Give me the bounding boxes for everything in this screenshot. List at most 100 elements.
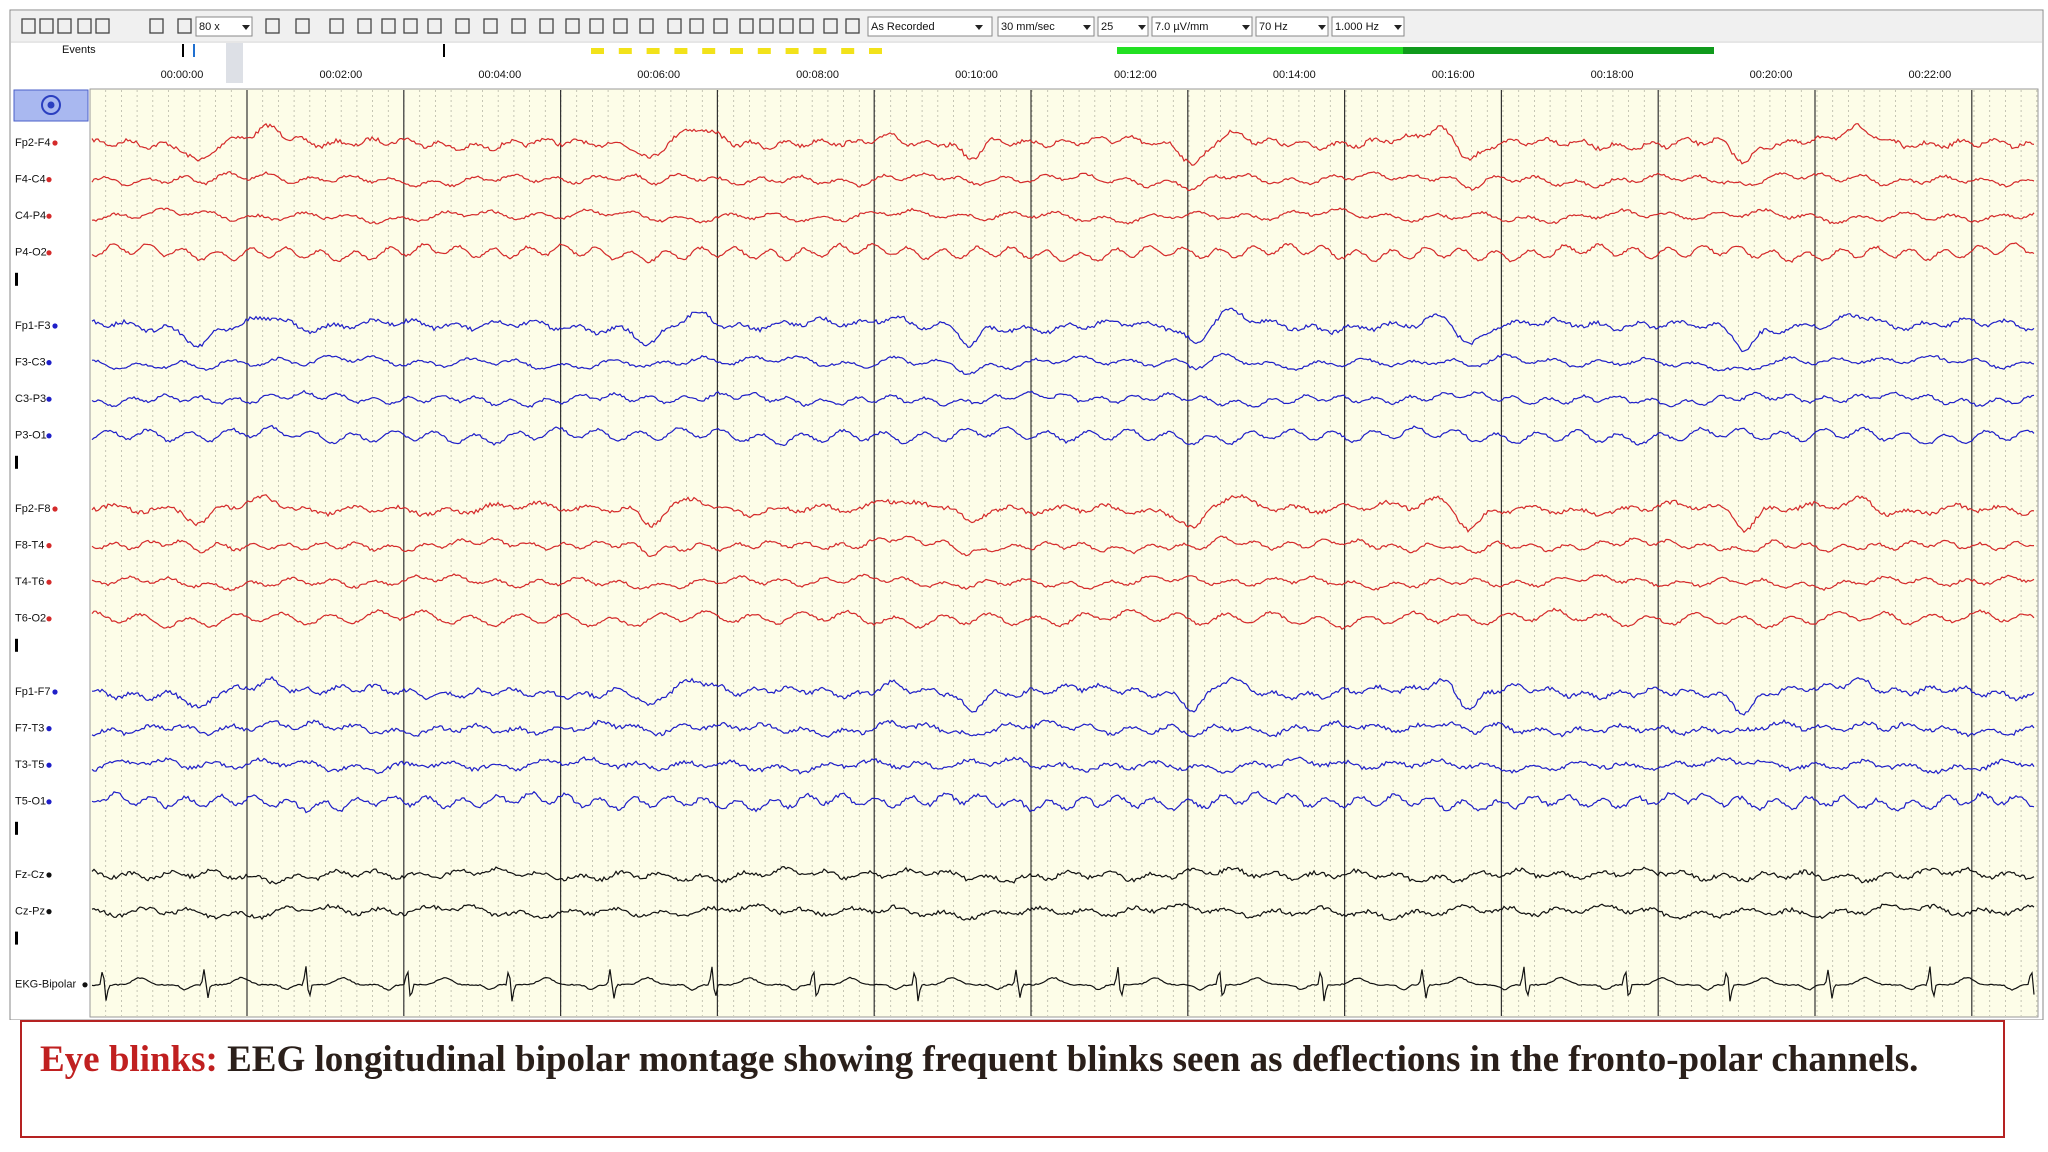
channel-label: T4-T6 xyxy=(15,576,44,588)
time-label: 00:14:00 xyxy=(1273,69,1316,81)
toolbar-icon[interactable] xyxy=(589,18,604,34)
event-dash xyxy=(702,48,716,54)
eeg-trace xyxy=(91,242,2035,264)
time-label: 00:18:00 xyxy=(1591,69,1634,81)
channel-dot xyxy=(46,213,52,219)
traces: Fp2-F4 F4-C4 C4-P4 P4-O2 Fp1-F3 F3-C3 C3-P3 P3-… xyxy=(15,123,2035,1002)
target-icon xyxy=(41,95,61,115)
toolbar-icon[interactable] xyxy=(823,18,838,34)
channel-label: Fp2-F4 xyxy=(15,137,50,149)
toolbar-icon[interactable] xyxy=(403,18,418,34)
channel-dot xyxy=(46,909,52,915)
channel-dot xyxy=(52,689,58,695)
time-label: 00:22:00 xyxy=(1908,69,1951,81)
dropdowns: 80 x As Recorded 30 mm/sec 25 7.0 µV/mm … xyxy=(195,16,1405,37)
toolbar-icon[interactable] xyxy=(539,18,554,34)
toolbar-icons xyxy=(21,18,860,34)
channel-label: Fp1-F3 xyxy=(15,320,50,332)
eeg-trace xyxy=(92,352,2035,376)
time-label: 00:02:00 xyxy=(319,69,362,81)
toolbar-icon[interactable] xyxy=(39,18,54,34)
toolbar-icon[interactable] xyxy=(759,18,774,34)
channel-dot xyxy=(46,250,52,256)
time-label: 00:20:00 xyxy=(1750,69,1793,81)
speed-value: 30 mm/sec xyxy=(1001,21,1055,33)
low-filter-dropdown[interactable] xyxy=(1331,16,1405,37)
toolbar-icon[interactable] xyxy=(57,18,72,34)
toolbar-icon[interactable] xyxy=(799,18,814,34)
toolbar-icon[interactable] xyxy=(667,18,682,34)
events-label: Events xyxy=(62,44,96,56)
dropdown-arrow xyxy=(975,25,983,30)
toolbar-icon[interactable] xyxy=(149,18,164,34)
dropdown-arrow xyxy=(1394,25,1402,30)
group-marker xyxy=(15,272,18,286)
toolbar-icon[interactable] xyxy=(265,18,280,34)
toolbar-icon[interactable] xyxy=(295,18,310,34)
speed-dropdown[interactable] xyxy=(997,16,1095,37)
toolbar-icon[interactable] xyxy=(565,18,580,34)
channel-dot xyxy=(52,140,58,146)
eeg-trace xyxy=(91,865,2035,885)
channel-label: P3-O1 xyxy=(15,430,47,442)
toolbar-icon[interactable] xyxy=(21,18,36,34)
value-value: 25 xyxy=(1101,21,1113,33)
trace-area xyxy=(89,88,2039,1018)
toolbar-icon[interactable] xyxy=(455,18,470,34)
toolbar-icon[interactable] xyxy=(177,18,192,34)
channel-label: Fp1-F7 xyxy=(15,686,50,698)
toolbar-icon[interactable] xyxy=(613,18,628,34)
toolbar-icon[interactable] xyxy=(713,18,728,34)
eeg-trace xyxy=(91,675,2035,716)
toolbar-icon[interactable] xyxy=(511,18,526,34)
eeg-trace xyxy=(91,718,2035,738)
sensitivity-dropdown[interactable] xyxy=(1151,16,1253,37)
time-label: 00:12:00 xyxy=(1114,69,1157,81)
dropdown-arrow xyxy=(1242,25,1250,30)
toolbar-icon[interactable] xyxy=(77,18,92,34)
channel-label: EKG-Bipolar xyxy=(15,979,76,991)
event-dash xyxy=(785,48,799,54)
toolbar-icon[interactable] xyxy=(357,18,372,34)
dropdown-arrows xyxy=(242,25,1402,30)
eeg-trace xyxy=(91,389,2035,408)
eeg-trace xyxy=(91,307,2035,353)
toolbar-icon[interactable] xyxy=(329,18,344,34)
event-dash xyxy=(618,48,632,54)
eeg-trace xyxy=(91,535,2035,558)
time-label: 00:06:00 xyxy=(637,69,680,81)
channel-label: F7-T3 xyxy=(15,723,44,735)
caption-text: EEG longitudinal bipolar montage showing… xyxy=(227,1039,1919,1080)
target-icon-center xyxy=(47,101,55,109)
montage-dropdown[interactable] xyxy=(867,16,993,37)
toolbar-icon[interactable] xyxy=(639,18,654,34)
time-label: 00:16:00 xyxy=(1432,69,1475,81)
channel-label: T6-O2 xyxy=(15,613,46,625)
toolbar-icon[interactable] xyxy=(95,18,110,34)
zoom-value: 80 x xyxy=(199,21,220,33)
channel-label: T5-O1 xyxy=(15,796,46,808)
channel-label: P4-O2 xyxy=(15,247,47,259)
toolbar-icon[interactable] xyxy=(689,18,704,34)
channel-label: T3-T5 xyxy=(15,759,44,771)
time-label: 00:00:00 xyxy=(161,69,204,81)
high-filter-dropdown[interactable] xyxy=(1255,16,1329,37)
toolbar-icon[interactable] xyxy=(381,18,396,34)
channel-dot xyxy=(46,543,52,549)
toolbar-icon[interactable] xyxy=(427,18,442,34)
toolbar-icon[interactable] xyxy=(845,18,860,34)
sensitivity-value: 7.0 µV/mm xyxy=(1155,21,1208,33)
toolbar-icon[interactable] xyxy=(483,18,498,34)
channel-dot xyxy=(46,872,52,878)
channel-dot xyxy=(82,982,88,988)
toolbar-icon[interactable] xyxy=(779,18,794,34)
toolbar-icon[interactable] xyxy=(739,18,754,34)
caption: Eye blinks: EEG longitudinal bipolar mon… xyxy=(20,1020,2005,1138)
event-dash xyxy=(869,48,882,54)
value-dropdown[interactable] xyxy=(1097,16,1149,37)
channel-label: Cz-Pz xyxy=(15,906,45,918)
zoom-dropdown[interactable] xyxy=(195,16,253,37)
eeg-trace xyxy=(91,170,2035,192)
event-dash xyxy=(591,48,604,54)
